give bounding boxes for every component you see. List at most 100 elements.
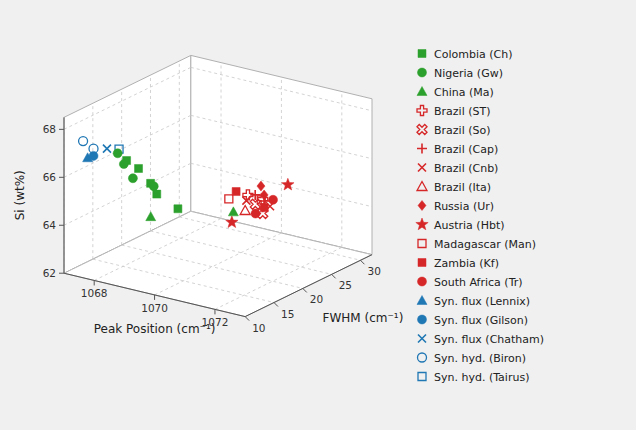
grid-line bbox=[191, 163, 372, 206]
point bbox=[174, 205, 182, 213]
grid-line bbox=[179, 61, 180, 217]
point bbox=[103, 145, 111, 153]
y-tick-label: 10 bbox=[252, 322, 265, 334]
legend-item: Syn. hyd. (Tairus) bbox=[418, 371, 529, 384]
legend-label: Colombia (Ch) bbox=[434, 48, 512, 61]
panes bbox=[64, 55, 372, 316]
z-tick-label: 62 bbox=[43, 267, 56, 279]
z-tick bbox=[59, 273, 64, 274]
grid-line bbox=[64, 163, 191, 225]
legend-label: Syn. flux (Chatham) bbox=[434, 333, 544, 346]
legend-item: Brazil (Cnb) bbox=[418, 162, 498, 175]
legend-label: Brazil (Ita) bbox=[434, 181, 491, 194]
legend-marker bbox=[417, 296, 427, 305]
legend-item: Madagascar (Man) bbox=[418, 238, 536, 251]
legend-label: South Africa (Tr) bbox=[434, 276, 523, 289]
grid-line bbox=[155, 233, 282, 295]
point bbox=[119, 160, 128, 169]
point bbox=[243, 190, 253, 200]
point bbox=[113, 149, 122, 158]
z-tick-label: 64 bbox=[43, 219, 57, 231]
legend-label: Austria (Hbt) bbox=[434, 219, 505, 232]
legend-marker bbox=[418, 353, 427, 362]
x-axis-line bbox=[64, 273, 245, 316]
point bbox=[258, 194, 268, 204]
legend-marker bbox=[418, 164, 426, 172]
z-axis-line bbox=[64, 117, 65, 273]
legend-marker bbox=[418, 315, 427, 324]
legend-label: Madagascar (Man) bbox=[434, 238, 536, 251]
point bbox=[226, 216, 238, 228]
legend-item: Syn. hyd. (Biron) bbox=[418, 352, 527, 365]
point bbox=[257, 181, 265, 191]
z-tick bbox=[59, 129, 64, 130]
point bbox=[89, 144, 98, 153]
z-tick bbox=[59, 225, 64, 226]
point bbox=[251, 209, 260, 218]
legend-marker bbox=[418, 259, 426, 267]
z-tick bbox=[59, 177, 64, 178]
legend-marker bbox=[418, 335, 426, 343]
legend-item: Nigeria (Gw) bbox=[418, 67, 503, 80]
grid-line bbox=[191, 115, 372, 158]
legend-item: South Africa (Tr) bbox=[418, 276, 523, 289]
point bbox=[149, 182, 158, 191]
legend-label: Brazil (So) bbox=[434, 124, 491, 137]
grid-line bbox=[221, 63, 222, 219]
y-axis-title: FWHM (cm⁻¹) bbox=[323, 311, 404, 325]
grid-line bbox=[64, 211, 191, 273]
legend-label: Zambia (Kf) bbox=[434, 257, 499, 270]
pane bbox=[64, 211, 372, 316]
point bbox=[135, 164, 143, 172]
y-tick bbox=[332, 274, 336, 278]
legend-item: Colombia (Ch) bbox=[418, 48, 512, 61]
y-tick-label: 25 bbox=[339, 279, 352, 291]
point bbox=[260, 204, 268, 212]
legend-item: China (Ma) bbox=[417, 86, 494, 99]
point bbox=[79, 137, 88, 146]
y-tick bbox=[360, 260, 364, 264]
y-axis-line bbox=[245, 255, 372, 317]
legend-label: Brazil (Cnb) bbox=[434, 162, 498, 175]
y-tick-label: 15 bbox=[281, 308, 294, 320]
grid-line bbox=[150, 75, 151, 231]
x-tick-label: 1068 bbox=[81, 287, 108, 299]
legend-item: Syn. flux (Chatham) bbox=[418, 333, 544, 346]
legend-item: Syn. flux (Gilson) bbox=[418, 314, 529, 327]
grid-line bbox=[64, 117, 65, 273]
grid-line bbox=[281, 77, 282, 233]
legend-item: Syn. flux (Lennix) bbox=[417, 295, 530, 308]
point bbox=[240, 205, 250, 214]
legend: Colombia (Ch) Nigeria (Gw) China (Ma) Brazi… bbox=[416, 48, 544, 384]
grid-line bbox=[191, 211, 372, 254]
x-tick-label: 1070 bbox=[141, 302, 168, 314]
grid-line bbox=[341, 92, 342, 248]
point bbox=[153, 190, 161, 198]
y-tick-label: 30 bbox=[367, 265, 380, 277]
grid-line bbox=[93, 259, 274, 302]
x-tick bbox=[94, 280, 95, 285]
legend-label: Syn. hyd. (Biron) bbox=[434, 352, 526, 365]
chart: 106810701072101520253062646668Peak Posit… bbox=[0, 0, 636, 430]
grid-line bbox=[64, 67, 191, 129]
legend-marker bbox=[418, 373, 426, 381]
z-tick-label: 68 bbox=[43, 123, 56, 135]
grid-line bbox=[64, 273, 245, 316]
legend-item: Zambia (Kf) bbox=[418, 257, 499, 270]
y-tick bbox=[245, 317, 249, 321]
point bbox=[228, 207, 238, 216]
legend-item: Brazil (ST) bbox=[417, 105, 490, 118]
y-tick bbox=[303, 288, 307, 292]
legend-marker bbox=[417, 182, 427, 191]
grid-line bbox=[179, 217, 360, 260]
legend-label: Brazil (Cap) bbox=[434, 143, 498, 156]
grid-line bbox=[92, 103, 93, 259]
axes: 106810701072101520253062646668 bbox=[43, 117, 381, 333]
grid-line bbox=[122, 245, 303, 288]
legend-marker bbox=[418, 50, 426, 58]
legend-item: Brazil (Ita) bbox=[417, 181, 491, 194]
y-tick bbox=[274, 303, 278, 307]
legend-item: Brazil (Cap) bbox=[417, 143, 498, 156]
legend-label: Brazil (ST) bbox=[434, 105, 490, 118]
legend-marker bbox=[417, 124, 427, 134]
